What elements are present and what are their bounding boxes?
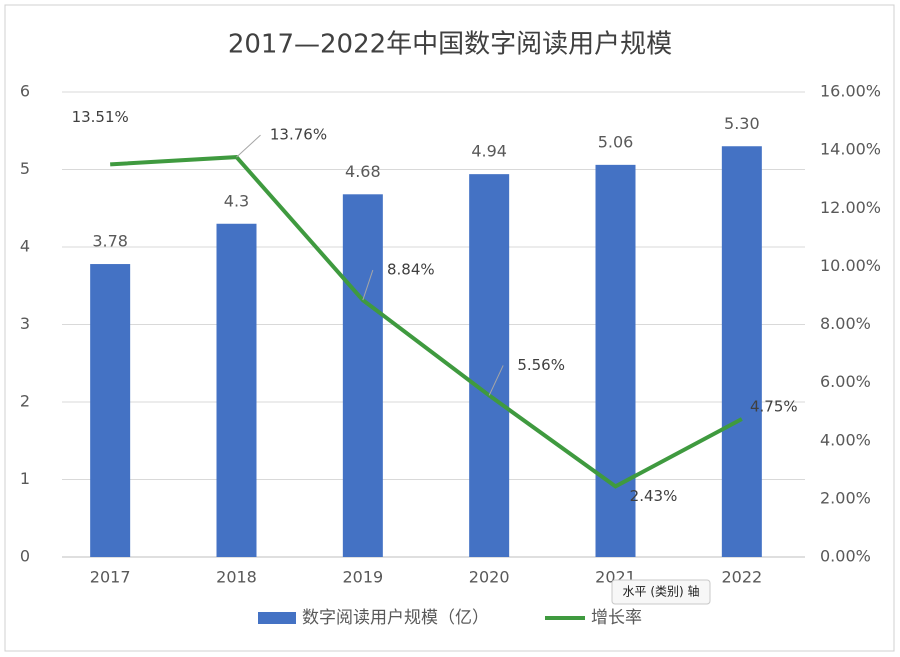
y2-tick-label: 4.00%: [820, 430, 871, 449]
x-tick-label: 2019: [342, 568, 383, 587]
bar-value-label: 4.68: [345, 162, 381, 181]
bar-value-label: 3.78: [92, 232, 128, 251]
bar: [721, 146, 762, 557]
y-tick-label: 2: [20, 392, 30, 411]
y-tick-label: 3: [20, 314, 30, 333]
leader-line: [488, 365, 504, 396]
bar: [342, 194, 383, 558]
leader-line: [362, 269, 374, 301]
line: [110, 155, 743, 489]
bar: [469, 174, 510, 557]
y-tick-label: 6: [20, 82, 30, 101]
legend-swatch: [258, 612, 296, 624]
y2-tick-label: 14.00%: [820, 140, 881, 159]
bar-value-label: 5.06: [598, 132, 634, 151]
leader-line: [236, 134, 261, 158]
bar: [595, 164, 636, 557]
y2-tick-label: 12.00%: [820, 198, 881, 217]
line-value-label: 13.51%: [72, 108, 129, 126]
line-value-label: 4.75%: [750, 397, 798, 415]
line-value-label: 5.56%: [517, 356, 565, 374]
x-tick-label: 2017: [90, 568, 131, 587]
y-tick-label: 4: [20, 237, 30, 256]
line-value-label: 8.84%: [387, 261, 435, 279]
x-tick-label: 2022: [721, 568, 762, 587]
bar-value-label: 4.94: [471, 142, 507, 161]
bar: [216, 223, 257, 557]
line-value-label: 13.76%: [270, 126, 327, 144]
tooltip: 水平 (类别) 轴: [623, 584, 700, 599]
bar-value-label: 4.3: [224, 191, 249, 210]
chart-title: 2017—2022年中国数字阅读用户规模: [228, 30, 672, 60]
y2-tick-label: 0.00%: [820, 547, 871, 566]
x-tick-label: 2020: [469, 568, 510, 587]
y2-tick-label: 6.00%: [820, 372, 871, 391]
y2-tick-label: 10.00%: [820, 256, 881, 275]
legend-label: 增长率: [591, 608, 642, 628]
legend-label: 数字阅读用户规模（亿）: [302, 608, 489, 628]
bar-value-label: 5.30: [724, 114, 760, 133]
y2-tick-label: 8.00%: [820, 314, 871, 333]
line-value-label: 2.43%: [630, 487, 678, 505]
y-tick-label: 5: [20, 159, 30, 178]
y-tick-label: 1: [20, 469, 30, 488]
tooltip-box: [611, 579, 711, 605]
x-tick-label: 2018: [216, 568, 257, 587]
bar: [90, 264, 131, 557]
y-tick-label: 0: [20, 547, 30, 566]
y2-tick-label: 2.00%: [820, 488, 871, 507]
y2-tick-label: 16.00%: [820, 82, 881, 101]
